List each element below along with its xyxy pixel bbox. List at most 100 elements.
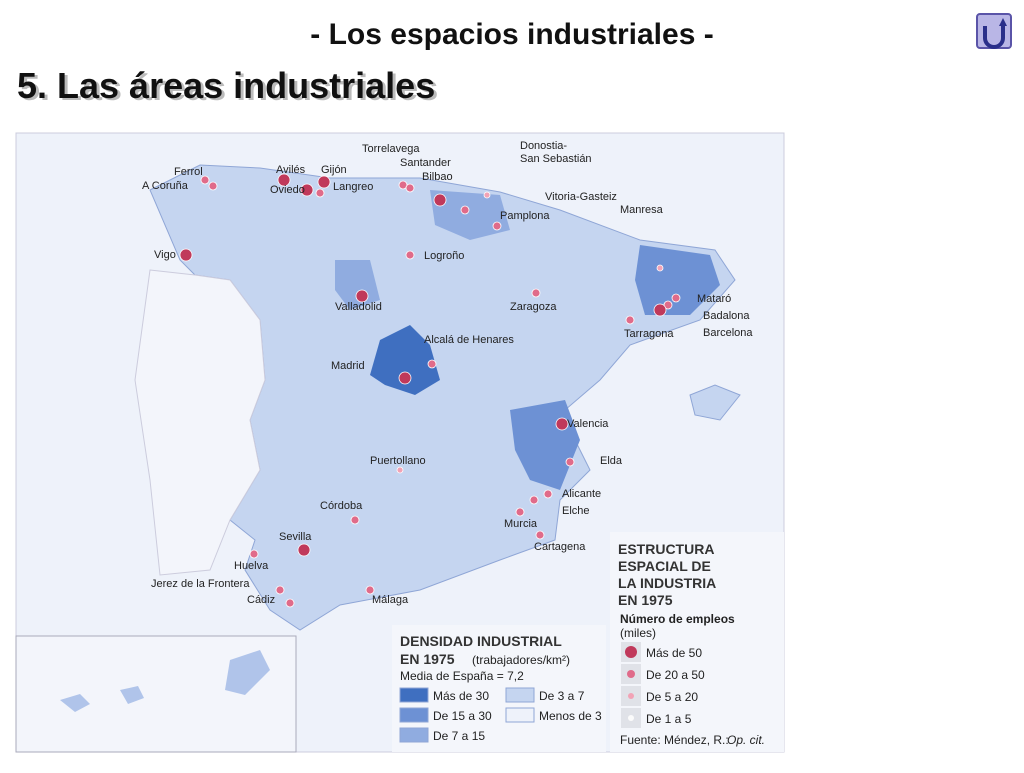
city-label: Alcalá de Henares bbox=[424, 334, 514, 346]
city-dot bbox=[433, 193, 447, 207]
city-dot bbox=[398, 371, 412, 385]
city-dot bbox=[555, 417, 569, 431]
city-label: Pamplona bbox=[500, 210, 550, 222]
basque-region bbox=[430, 190, 510, 240]
legend-swatch bbox=[505, 707, 535, 723]
legend-title: EN 1975 bbox=[618, 592, 673, 608]
city-label: Jerez de la Frontera bbox=[151, 578, 250, 590]
city-dot bbox=[396, 466, 404, 474]
city-dot bbox=[535, 530, 545, 540]
city-layer: Torrelavega Donostia-San Sebastián Santand… bbox=[142, 140, 753, 608]
madrid-region bbox=[370, 325, 440, 395]
city-dot bbox=[277, 173, 291, 187]
city-dot bbox=[317, 175, 331, 189]
subtitle: - Los espacios industriales - bbox=[310, 18, 713, 51]
valladolid-region bbox=[335, 260, 380, 310]
legend-mean: Media de España = 7,2 bbox=[400, 669, 524, 683]
legend-dot bbox=[627, 670, 635, 678]
legend-swatch bbox=[399, 707, 429, 723]
map: Torrelavega Donostia-San Sebastián Santand… bbox=[15, 132, 785, 753]
city-label: Puertollano bbox=[370, 455, 426, 467]
canary-islands bbox=[60, 650, 270, 712]
city-label: Tarragona bbox=[624, 328, 674, 340]
city-label: Madrid bbox=[331, 360, 365, 372]
source-ref: Op. cit. bbox=[727, 733, 765, 747]
city-label: Barcelona bbox=[703, 327, 753, 339]
legend-dot bbox=[628, 715, 634, 721]
city-dot bbox=[653, 303, 667, 317]
legend-label: De 5 a 20 bbox=[646, 690, 698, 704]
city-dot bbox=[208, 181, 218, 191]
legend-title: ESPACIAL DE bbox=[618, 558, 711, 574]
city-dot bbox=[297, 543, 311, 557]
city-label: Huelva bbox=[234, 560, 269, 572]
city-label: Logroño bbox=[424, 250, 464, 262]
legend-title: LA INDUSTRIA bbox=[618, 575, 716, 591]
city-dot bbox=[531, 288, 541, 298]
city-dot bbox=[529, 495, 539, 505]
city-label: Badalona bbox=[703, 310, 750, 322]
legend-dot bbox=[628, 693, 634, 699]
city-dot bbox=[365, 585, 375, 595]
city-label: Ferrol bbox=[174, 166, 203, 178]
city-label: Valencia bbox=[567, 418, 609, 430]
legend-title: ESTRUCTURA bbox=[618, 541, 714, 557]
portugal-shape bbox=[134, 269, 266, 576]
city-dot bbox=[663, 300, 673, 310]
legend-unit: (miles) bbox=[620, 626, 656, 640]
catalonia-region bbox=[635, 245, 720, 315]
legend-label: De 15 a 30 bbox=[433, 709, 492, 723]
city-dot bbox=[355, 289, 369, 303]
legend-label: Más de 50 bbox=[646, 646, 702, 660]
legend-label: De 1 a 5 bbox=[646, 712, 692, 726]
city-dot bbox=[350, 515, 360, 525]
city-label: Zaragoza bbox=[510, 301, 557, 313]
city-label: Santander bbox=[400, 157, 451, 169]
legend-label: De 7 a 15 bbox=[433, 729, 485, 743]
legend-subtitle: Número de empleos bbox=[620, 612, 735, 626]
legend-dot bbox=[625, 646, 637, 658]
city-label: Vigo bbox=[154, 249, 176, 261]
city-dot bbox=[656, 264, 664, 272]
city-dot bbox=[427, 359, 437, 369]
city-label: Bilbao bbox=[422, 171, 453, 183]
legend-title: DENSIDAD INDUSTRIAL bbox=[400, 633, 562, 649]
city-label: Córdoba bbox=[320, 500, 363, 512]
city-label: Avilés bbox=[276, 164, 306, 176]
legend-label: Menos de 3 bbox=[539, 709, 602, 723]
city-dot bbox=[300, 183, 314, 197]
city-label: Elda bbox=[600, 455, 623, 467]
legend-unit: (trabajadores/km²) bbox=[472, 653, 570, 667]
city-dot bbox=[625, 315, 635, 325]
balearic-islands bbox=[689, 384, 741, 421]
title-shadow: 5. Las áreas industriales bbox=[20, 67, 438, 108]
city-dot bbox=[249, 549, 259, 559]
back-button[interactable] bbox=[976, 13, 1012, 49]
legend-label: De 20 a 50 bbox=[646, 668, 705, 682]
city-label: A Coruña bbox=[142, 180, 189, 192]
legend-swatch bbox=[505, 687, 535, 703]
city-label: San Sebastián bbox=[520, 153, 592, 165]
city-label: Oviedo bbox=[270, 184, 305, 196]
city-label: Manresa bbox=[620, 204, 664, 216]
city-dot bbox=[492, 221, 502, 231]
city-label: Elche bbox=[562, 505, 590, 517]
city-label: Mataró bbox=[697, 293, 731, 305]
city-label: Málaga bbox=[372, 594, 409, 606]
legend-title: EN 1975 bbox=[400, 651, 455, 667]
city-dot bbox=[565, 457, 575, 467]
legend-label: Más de 30 bbox=[433, 689, 489, 703]
city-dot bbox=[460, 205, 470, 215]
city-label: Gijón bbox=[321, 164, 347, 176]
city-dot bbox=[200, 175, 210, 185]
city-dot bbox=[285, 598, 295, 608]
density-legend: DENSIDAD INDUSTRIAL EN 1975 (trabajadore… bbox=[392, 625, 606, 752]
legend-label: De 3 a 7 bbox=[539, 689, 585, 703]
city-dot bbox=[671, 293, 681, 303]
legend-swatch bbox=[399, 687, 429, 703]
city-label: Vitoria-Gasteiz bbox=[545, 191, 617, 203]
source: Fuente: Méndez, R.: bbox=[620, 733, 729, 747]
city-dot bbox=[405, 250, 415, 260]
